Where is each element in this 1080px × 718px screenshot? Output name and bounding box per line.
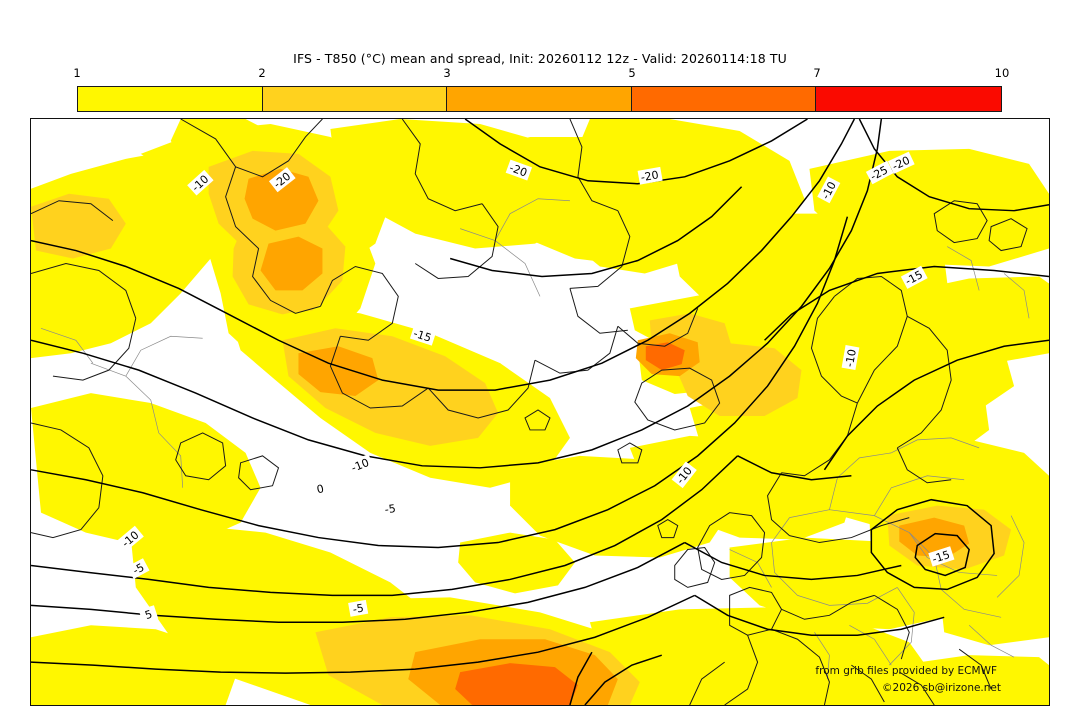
svg-text:-10: -10 <box>349 456 371 475</box>
spread-band-5-7 <box>455 342 685 705</box>
colorbar-tick-7: 7 <box>813 66 821 80</box>
colorbar-segment-2-3 <box>262 87 448 111</box>
svg-text:-5: -5 <box>131 561 147 578</box>
svg-text:-15: -15 <box>412 327 433 345</box>
map-canvas: -25 -20 -20 -20 <box>31 119 1049 705</box>
country-borders <box>40 198 1030 680</box>
colorbar-tick-3: 3 <box>443 66 451 80</box>
svg-text:-5: -5 <box>384 502 397 516</box>
svg-text:0: 0 <box>316 482 326 496</box>
colorbar-segment-1-2 <box>78 87 263 111</box>
contour-lines <box>31 119 1049 705</box>
map-panel[interactable]: -25 -20 -20 -20 <box>30 118 1050 706</box>
colorbar-tick-2: 2 <box>258 66 266 80</box>
svg-text:-20: -20 <box>640 168 660 184</box>
coastlines <box>31 119 1028 705</box>
credit-source: from grib files provided by ECMWF <box>815 665 997 677</box>
svg-text:-15: -15 <box>931 548 952 566</box>
svg-text:-20: -20 <box>508 161 529 179</box>
colorbar-segment-7-10 <box>816 87 1001 111</box>
colorbar-segment-3-5 <box>447 87 632 111</box>
svg-text:5: 5 <box>143 608 154 623</box>
page-title: IFS - T850 (°C) mean and spread, Init: 2… <box>293 51 787 66</box>
colorbar-gradient <box>77 86 1002 112</box>
colorbar: 1 2 3 5 7 10 <box>73 66 1009 112</box>
svg-text:-10: -10 <box>843 348 859 368</box>
colorbar-tick-10: 10 <box>994 66 1010 80</box>
colorbar-segment-5-7 <box>631 87 817 111</box>
colorbar-tick-1: 1 <box>73 66 81 80</box>
svg-text:-5: -5 <box>352 601 365 616</box>
credit-copyright: ©2026 sb@irizone.net <box>882 682 1001 694</box>
colorbar-tick-5: 5 <box>628 66 636 80</box>
